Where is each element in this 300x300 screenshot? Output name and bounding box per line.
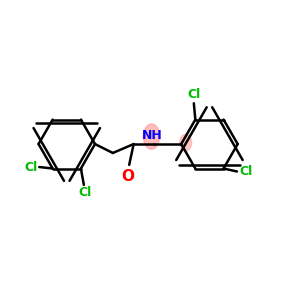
- Ellipse shape: [180, 134, 192, 151]
- Text: Cl: Cl: [188, 88, 201, 101]
- Text: Cl: Cl: [239, 165, 252, 178]
- Text: Cl: Cl: [78, 186, 92, 199]
- Text: NH: NH: [142, 129, 163, 142]
- Text: Cl: Cl: [25, 160, 38, 173]
- Ellipse shape: [143, 124, 160, 149]
- Text: O: O: [121, 169, 134, 184]
